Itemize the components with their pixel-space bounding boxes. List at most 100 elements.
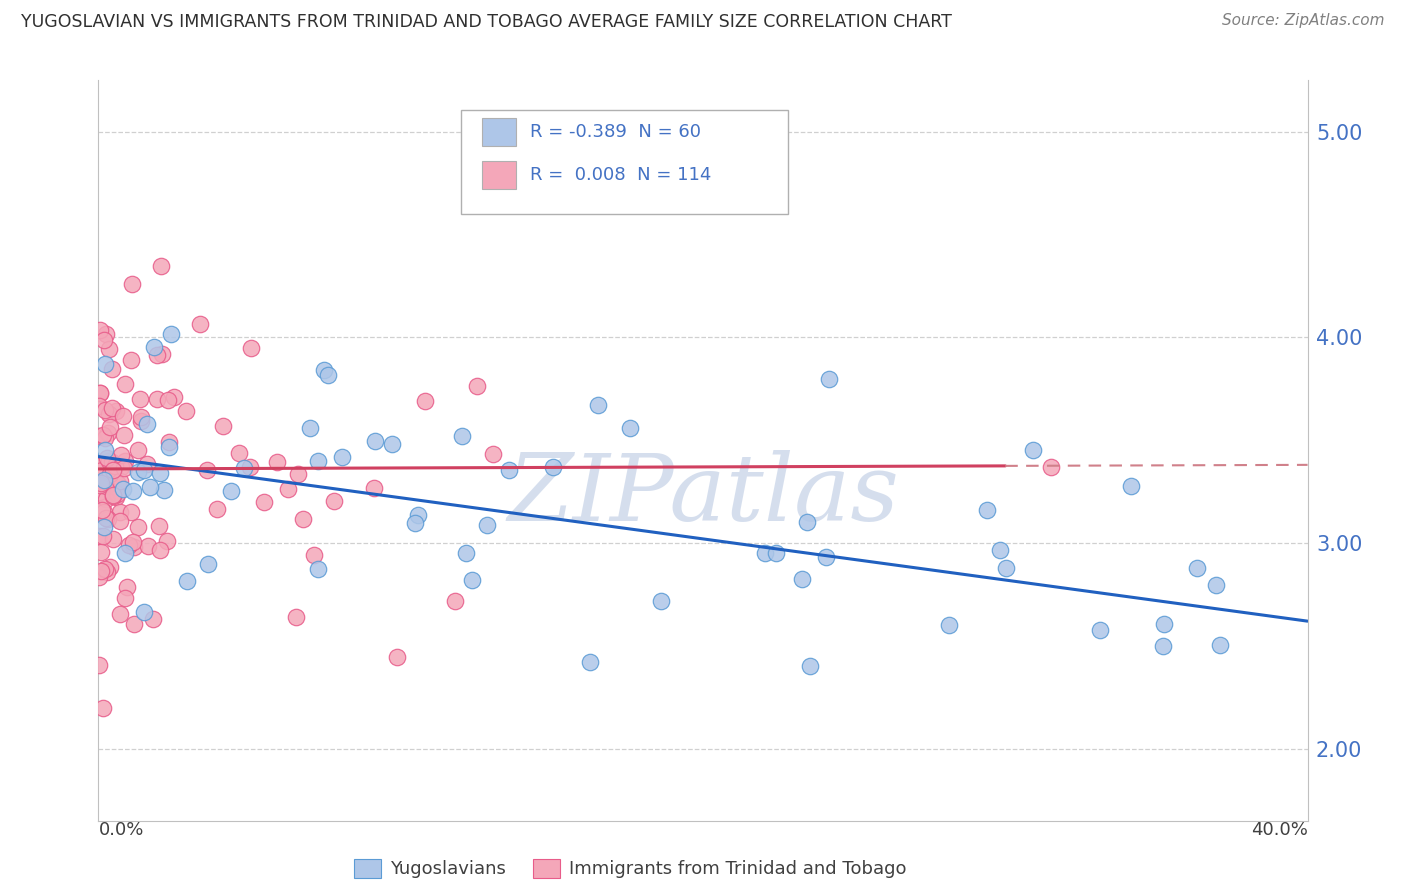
Point [93, 529, 115, 543]
Point [98, 454, 121, 468]
Point [104, 459, 127, 474]
FancyBboxPatch shape [461, 110, 787, 213]
Point [136, 539, 159, 553]
Point [96, 450, 118, 465]
Point [139, 480, 162, 494]
Point [765, 546, 787, 560]
Point [117, 581, 139, 595]
Point [111, 409, 134, 423]
Point [111, 482, 134, 496]
Point [143, 340, 166, 354]
Point [619, 420, 641, 434]
Point [96, 510, 118, 524]
Point [89, 385, 111, 400]
Point [586, 398, 609, 412]
Point [364, 434, 387, 449]
Point [103, 533, 125, 547]
Point [482, 447, 505, 461]
Point [1022, 442, 1045, 457]
Point [219, 484, 242, 499]
Point [363, 481, 385, 495]
Point [404, 516, 426, 531]
Point [790, 572, 813, 586]
Point [408, 508, 430, 523]
Point [228, 445, 250, 459]
Point [174, 404, 197, 418]
Point [89, 478, 111, 492]
Point [132, 463, 155, 477]
Point [97, 425, 120, 440]
Point [650, 593, 672, 607]
Point [381, 437, 404, 451]
Point [796, 516, 818, 530]
Point [149, 466, 172, 480]
Text: R = -0.389  N = 60: R = -0.389 N = 60 [530, 123, 702, 141]
Point [112, 428, 135, 442]
Point [91, 467, 114, 482]
Point [127, 466, 149, 480]
Point [90, 476, 112, 491]
Point [89, 569, 111, 583]
Point [110, 448, 132, 462]
Point [91, 428, 114, 442]
Point [98, 467, 121, 481]
Point [103, 488, 125, 502]
FancyBboxPatch shape [482, 118, 516, 146]
Point [127, 442, 149, 457]
Point [108, 505, 131, 519]
Point [114, 546, 136, 560]
Point [541, 460, 564, 475]
Point [146, 392, 169, 407]
Point [90, 463, 112, 477]
Point [117, 538, 139, 552]
Point [93, 520, 115, 534]
Point [239, 459, 262, 474]
Point [122, 484, 145, 499]
Point [292, 512, 315, 526]
Point [96, 326, 118, 341]
Point [94, 357, 117, 371]
Point [94, 403, 117, 417]
Text: 40.0%: 40.0% [1251, 821, 1308, 838]
Point [323, 493, 346, 508]
Point [195, 462, 218, 476]
Point [87, 528, 110, 542]
Point [162, 390, 184, 404]
Point [89, 429, 111, 443]
Point [799, 659, 821, 673]
Point [89, 658, 111, 673]
Point [110, 607, 132, 621]
Point [120, 352, 142, 367]
Legend: Yugoslavians, Immigrants from Trinidad and Tobago: Yugoslavians, Immigrants from Trinidad a… [347, 852, 914, 886]
Point [1039, 459, 1062, 474]
Point [112, 460, 135, 475]
Point [475, 517, 498, 532]
Point [90, 564, 112, 578]
Point [197, 557, 219, 571]
Point [1205, 578, 1227, 592]
Point [129, 410, 152, 425]
Point [121, 277, 143, 292]
Point [160, 326, 183, 341]
Point [122, 534, 145, 549]
Point [157, 392, 180, 407]
Point [443, 594, 465, 608]
Point [98, 407, 121, 421]
Point [136, 457, 159, 471]
Point [96, 565, 118, 579]
Point [142, 612, 165, 626]
Point [93, 473, 115, 487]
Point [976, 502, 998, 516]
Point [131, 414, 153, 428]
Point [266, 455, 288, 469]
Point [108, 514, 131, 528]
Point [89, 385, 111, 400]
Point [136, 417, 159, 431]
Point [153, 483, 176, 497]
Point [91, 490, 114, 504]
Point [205, 501, 228, 516]
Point [132, 605, 155, 619]
Point [114, 454, 136, 468]
Point [938, 618, 960, 632]
Point [105, 487, 128, 501]
